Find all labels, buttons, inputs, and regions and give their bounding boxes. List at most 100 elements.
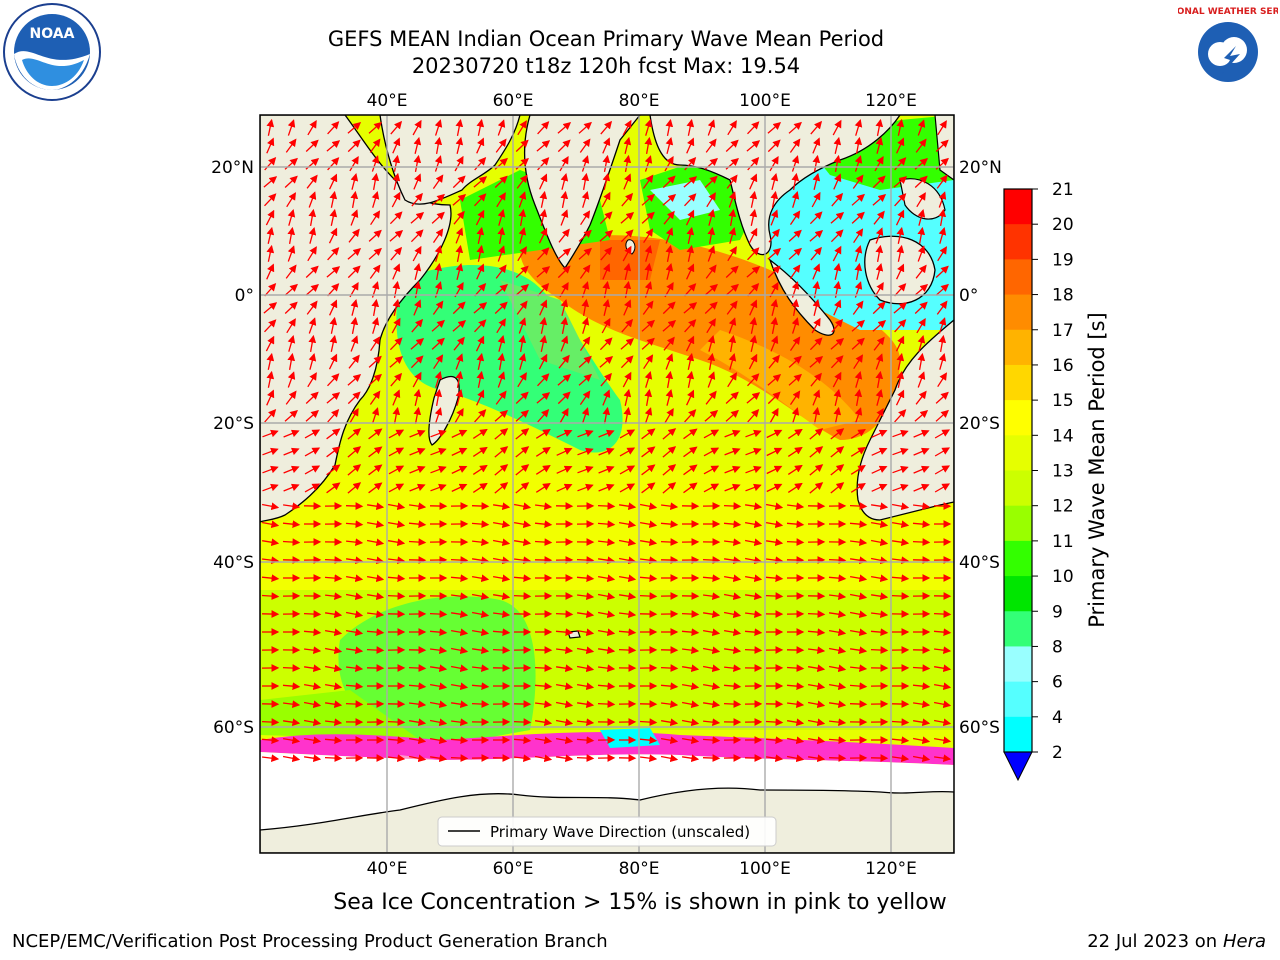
wave-arrow: [788, 121, 802, 134]
wave-arrow: [662, 193, 677, 206]
footer-machine: Hera: [1222, 931, 1266, 952]
wave-arrow: [684, 283, 697, 297]
wave-arrow: [368, 121, 382, 134]
colorbar-tick-label: 17: [1052, 321, 1074, 341]
wave-arrow: [765, 718, 784, 726]
wave-arrow: [560, 190, 569, 209]
wave-arrow: [455, 262, 464, 280]
wave-arrow: [345, 520, 364, 529]
wave-arrow: [724, 646, 742, 655]
colorbar-tick-label: 12: [1052, 497, 1074, 517]
footer-organization: NCEP/EMC/Verification Post Processing Pr…: [12, 931, 608, 952]
wave-arrow: [849, 700, 868, 708]
wave-arrow: [327, 247, 340, 261]
wave-arrow: [749, 334, 758, 352]
wave-arrow: [933, 736, 952, 745]
wave-arrow: [492, 628, 511, 637]
wave-arrow: [429, 628, 448, 637]
wave-arrow: [623, 136, 632, 154]
wave-arrow: [723, 502, 742, 510]
colorbar-tick-label: 13: [1052, 462, 1074, 482]
wave-arrow: [622, 245, 632, 262]
wave-arrow: [660, 682, 679, 691]
wave-arrow: [576, 736, 595, 745]
wave-arrow: [497, 371, 506, 388]
colorbar-swatch: [1004, 646, 1032, 683]
wave-arrow: [723, 628, 742, 637]
wave-arrow: [829, 592, 847, 601]
wave-arrow: [496, 318, 506, 334]
wave-arrow: [327, 409, 340, 423]
wave-arrow: [661, 502, 679, 511]
lon-tick-top: 100°E: [739, 91, 791, 111]
wave-arrow: [409, 429, 426, 438]
wave-arrow: [787, 482, 803, 493]
wave-arrow: [262, 447, 279, 456]
wave-arrow: [560, 335, 569, 352]
wave-arrow: [601, 317, 611, 334]
wave-arrow: [516, 174, 528, 189]
wave-arrow: [329, 299, 338, 316]
wave-arrow: [623, 154, 632, 173]
wave-arrow: [350, 173, 359, 190]
wave-arrow: [914, 409, 929, 422]
wave-arrow: [724, 664, 742, 673]
colorbar-swatch: [1004, 259, 1032, 296]
wave-arrow: [871, 447, 888, 456]
wave-arrow: [770, 335, 779, 352]
wave-arrow: [303, 718, 322, 727]
wave-arrow: [644, 136, 653, 155]
wave-arrow: [893, 176, 908, 188]
wave-arrow: [639, 574, 658, 583]
wave-arrow: [346, 664, 364, 673]
wave-arrow: [618, 574, 637, 583]
wave-arrow: [282, 664, 301, 672]
wave-arrow: [325, 592, 343, 601]
wave-arrow: [619, 592, 637, 601]
wave-arrow: [539, 173, 548, 190]
wave-arrow: [451, 700, 469, 709]
wave-arrow: [622, 119, 632, 136]
wave-arrow: [539, 334, 548, 352]
wave-arrow: [350, 209, 359, 226]
wave-arrow: [619, 429, 636, 439]
wave-arrow: [849, 592, 868, 601]
wave-arrow: [597, 610, 616, 619]
wave-arrow: [308, 191, 317, 208]
wave-arrow: [748, 353, 758, 370]
wave-arrow: [791, 155, 800, 172]
wave-arrow: [664, 155, 674, 172]
wave-arrow: [620, 337, 635, 350]
wave-arrow: [707, 119, 716, 136]
wave-arrow: [618, 538, 637, 547]
wave-arrow: [807, 700, 826, 709]
wave-arrow: [786, 682, 805, 691]
wave-arrow: [641, 211, 655, 224]
wave-arrow: [581, 172, 590, 191]
wave-arrow: [913, 700, 931, 709]
wave-arrow: [392, 298, 401, 316]
wave-arrow: [875, 227, 884, 244]
wave-arrow: [789, 390, 801, 405]
wave-arrow: [875, 118, 884, 137]
wave-arrow: [789, 210, 801, 225]
wave-arrow: [623, 388, 632, 406]
wave-arrow: [307, 119, 317, 136]
map-field: [260, 115, 954, 853]
wave-arrow: [854, 371, 863, 388]
wave-arrow: [262, 483, 279, 492]
wave-arrow: [556, 429, 573, 438]
wave-arrow: [304, 754, 322, 763]
wave-arrow: [577, 429, 594, 438]
noaa-logo-icon: NOAA: [3, 3, 101, 101]
wave-arrow: [558, 228, 570, 243]
wave-arrow: [641, 337, 655, 350]
wave-arrow: [765, 574, 784, 583]
wave-arrow: [917, 209, 926, 226]
wave-arrow: [770, 316, 779, 335]
wave-arrow: [534, 736, 553, 745]
wave-arrow: [705, 264, 717, 279]
wave-arrow: [286, 192, 296, 208]
wave-arrow: [724, 447, 741, 456]
